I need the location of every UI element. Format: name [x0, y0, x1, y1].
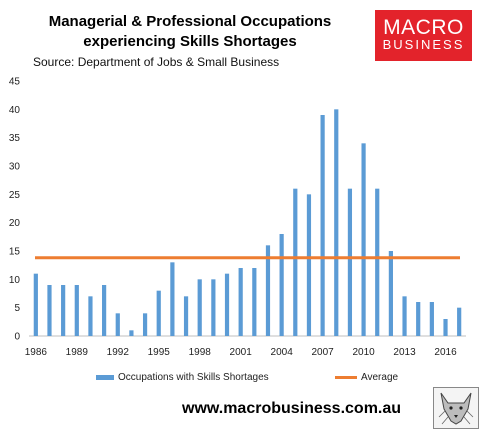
bar-2017: [457, 307, 462, 336]
footer-url: www.macrobusiness.com.au: [182, 400, 402, 417]
bar-1989: [74, 285, 79, 336]
x-tick-label: 2010: [352, 347, 375, 358]
bar-2006: [306, 194, 312, 336]
chart-title-line1: Managerial & Professional Occupations: [48, 13, 332, 30]
x-tick-label: 1998: [189, 347, 212, 358]
bar-1997: [183, 296, 189, 336]
y-tick-label: 25: [9, 190, 21, 201]
bar-2016: [443, 319, 448, 336]
x-tick-label: 2004: [271, 347, 294, 358]
chart-source: Source: Department of Jobs & Small Busin…: [33, 55, 280, 69]
chart-title: Managerial & Professional Occupations ex…: [0, 12, 380, 52]
legend-swatch-bars: [96, 374, 114, 380]
bar-2014: [416, 302, 421, 336]
x-tick-label: 1986: [25, 347, 48, 358]
legend-item-average: Average: [335, 372, 398, 383]
y-tick-label: 5: [14, 303, 20, 314]
bar-1993: [129, 330, 134, 336]
y-tick-label: 40: [9, 105, 21, 116]
legend-swatch-average: [335, 375, 357, 379]
x-tick-label: 2001: [230, 347, 253, 358]
x-tick-label: 1992: [107, 347, 130, 358]
y-axis: 0 5 10 15 20 25 30 35 40 45: [9, 77, 21, 343]
bar-2005: [293, 188, 298, 336]
bar-2007: [320, 115, 325, 336]
bar-2001: [238, 268, 243, 336]
x-axis: 1986 1989 1992 1995 1998 2001 2004 2007 2010 2013…: [25, 347, 457, 358]
bar-1988: [61, 285, 66, 336]
bar-1995: [156, 290, 161, 336]
bar-2002: [252, 268, 257, 336]
bar-2015: [429, 302, 434, 336]
bar-2008: [334, 109, 339, 336]
chart-title-line2: experiencing Skills Shortages: [83, 33, 297, 50]
bar-series: [33, 109, 462, 336]
x-tick-label: 1995: [148, 347, 171, 358]
bar-1998: [197, 279, 202, 336]
bar-2003: [265, 245, 271, 336]
wolf-icon: [433, 387, 479, 429]
x-tick-label: 2016: [434, 347, 457, 358]
logo-line2: BUSINESS: [382, 37, 465, 52]
y-tick-label: 20: [9, 218, 21, 229]
bar-1992: [115, 313, 120, 336]
macrobusiness-logo: MACRO BUSINESS: [375, 10, 472, 61]
bar-1990: [88, 296, 93, 336]
bar-2010: [361, 143, 366, 336]
bar-1986: [33, 273, 38, 336]
y-tick-label: 15: [9, 247, 21, 258]
x-tick-label: 2013: [393, 347, 416, 358]
bar-1991: [102, 285, 107, 336]
bar-1994: [142, 313, 148, 336]
bar-1996: [170, 262, 175, 336]
legend-item-occupations: Occupations with Skills Shortages: [96, 372, 269, 383]
bar-2012: [388, 251, 393, 336]
x-tick-label: 2007: [311, 347, 334, 358]
x-tick-label: 1989: [66, 347, 89, 358]
y-tick-label: 10: [9, 275, 21, 286]
bar-2011: [375, 188, 380, 336]
bar-2004: [279, 234, 284, 336]
legend-label-average: Average: [361, 372, 399, 383]
bar-2000: [224, 273, 230, 336]
y-tick-label: 30: [9, 162, 21, 173]
logo-line1: MACRO: [383, 16, 464, 39]
bar-1999: [211, 279, 216, 336]
y-tick-label: 0: [14, 332, 20, 343]
bar-2013: [402, 296, 407, 336]
bar-1987: [47, 285, 52, 336]
y-tick-label: 35: [9, 133, 21, 144]
y-tick-label: 45: [9, 77, 21, 88]
legend-label-occupations: Occupations with Skills Shortages: [118, 372, 269, 383]
bar-2009: [347, 188, 353, 336]
